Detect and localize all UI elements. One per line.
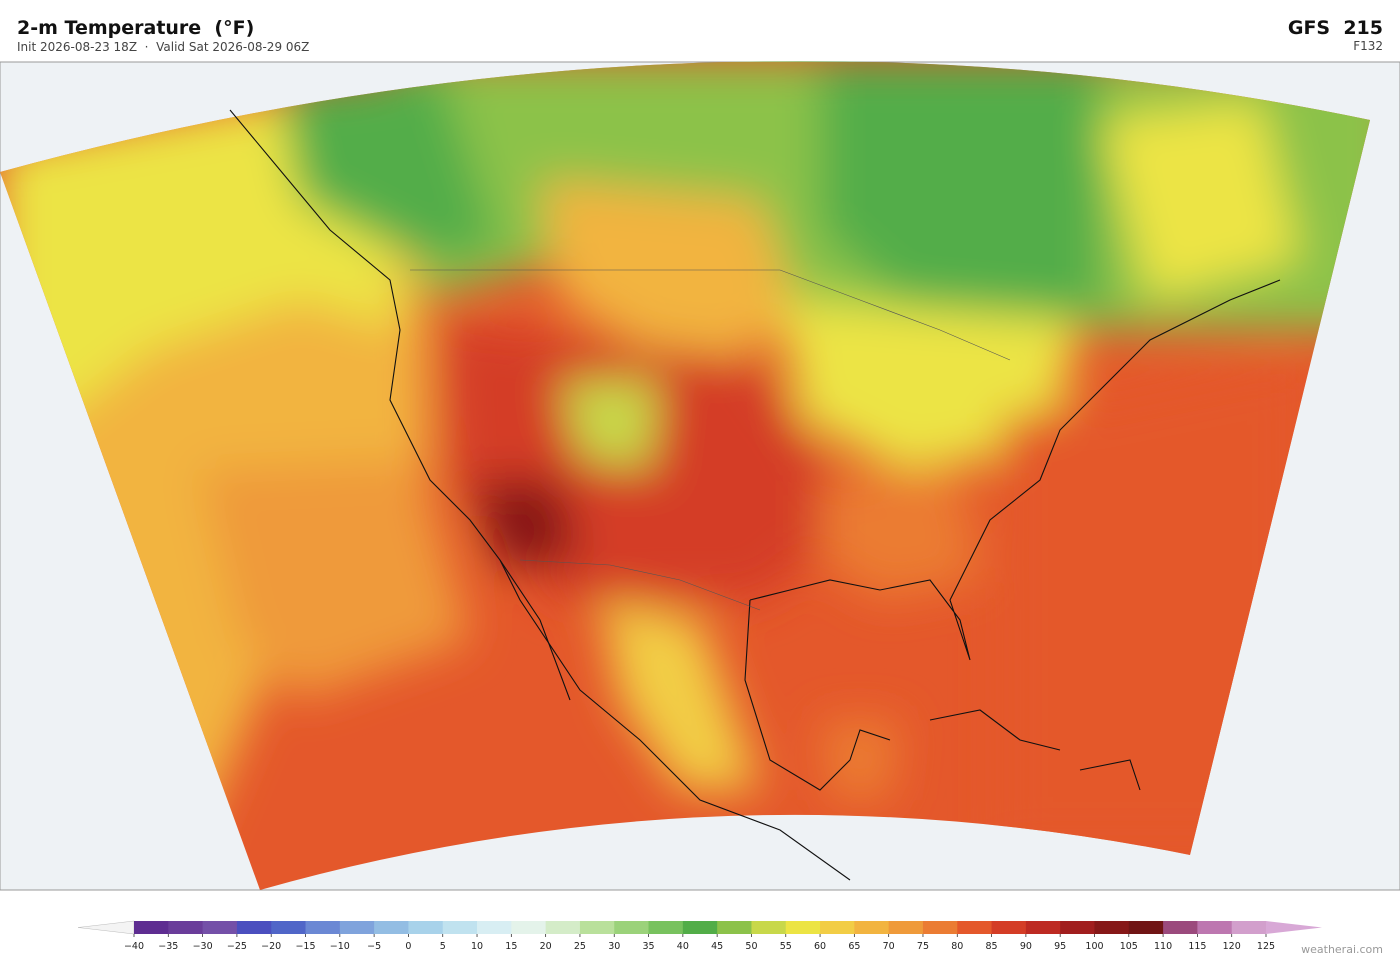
colorbar-tick-label: 25	[574, 941, 586, 952]
colorbar-swatch	[305, 921, 341, 934]
colorbar-swatch	[1094, 921, 1130, 934]
colorbar-over	[1266, 921, 1322, 934]
colorbar-tick-label: 120	[1223, 941, 1241, 952]
forecast-hour: F132	[1353, 39, 1383, 53]
colorbar-swatch	[477, 921, 512, 934]
colorbar-tick-label: 35	[642, 941, 654, 952]
colorbar-tick-label: 70	[883, 941, 895, 952]
colorbar-tick-label: −40	[124, 941, 144, 952]
colorbar-tick-label: 65	[848, 941, 860, 952]
colorbar-swatch	[785, 921, 821, 934]
colorbar-swatch	[648, 921, 684, 934]
colorbar-swatch	[374, 921, 409, 934]
colorbar-swatch	[1025, 921, 1061, 934]
colorbar-swatch	[408, 921, 444, 934]
colorbar-tick-label: 125	[1257, 941, 1275, 952]
colorbar-swatch	[442, 921, 478, 934]
colorbar-tick-label: 10	[471, 941, 483, 952]
colorbar-tick-label: 45	[711, 941, 723, 952]
colorbar-swatch	[922, 921, 958, 934]
colorbar-under	[77, 920, 135, 935]
borders	[410, 269, 1011, 611]
colorbar-tick-label: 60	[814, 941, 826, 952]
colorbar-tick-label: −25	[227, 941, 247, 952]
colorbar-swatch	[168, 921, 204, 934]
colorbar-tick-label: 80	[951, 941, 963, 952]
colorbar-swatch	[202, 921, 238, 934]
colorbar-tick-label: 95	[1054, 941, 1066, 952]
colorbar-swatch	[854, 921, 890, 934]
colorbar-tick-label: 85	[986, 941, 998, 952]
credit: weatherai.com	[1301, 943, 1383, 956]
colorbar-swatch	[134, 921, 169, 934]
colorbar-swatch	[1128, 921, 1164, 934]
coastlines	[229, 109, 1281, 881]
colorbar-swatch	[1231, 921, 1267, 934]
colorbar-swatch	[614, 921, 650, 934]
colorbar-swatch	[339, 921, 375, 934]
colorbar-swatch	[717, 921, 752, 934]
colorbar-tick-label: −30	[193, 941, 213, 952]
colorbar-swatch	[545, 921, 581, 934]
colorbar-swatch	[751, 921, 787, 934]
colorbar: −40 −35 −30 −25 −20 −15 −10 −5 0 5 10 15 20 25 30 35 40 4…	[77, 920, 1322, 952]
colorbar-tick-label: 40	[677, 941, 689, 952]
colorbar-swatch	[236, 921, 272, 934]
colorbar-swatch	[1060, 921, 1095, 934]
colorbar-swatch	[991, 921, 1027, 934]
colorbar-swatch	[1197, 921, 1233, 934]
colorbar-tick-label: 30	[608, 941, 620, 952]
colorbar-tick-label: 115	[1188, 941, 1206, 952]
colorbar-swatch	[511, 921, 547, 934]
colorbar-swatch	[579, 921, 615, 934]
colorbar-tick-label: 75	[917, 941, 929, 952]
colorbar-swatch	[271, 921, 307, 934]
colorbar-swatch	[957, 921, 993, 934]
colorbar-tick-label: 15	[505, 941, 517, 952]
colorbar-tick-label: 110	[1154, 941, 1172, 952]
colorbar-tick-label: −15	[295, 941, 315, 952]
colorbar-tick-label: 55	[780, 941, 792, 952]
colorbar-tick-label: 50	[745, 941, 757, 952]
colorbar-tick-label: −5	[367, 941, 381, 952]
colorbar-swatch	[888, 921, 924, 934]
colorbar-swatch	[682, 921, 718, 934]
colorbar-tick-label: −10	[330, 941, 350, 952]
colorbar-tick-label: −20	[261, 941, 281, 952]
colorbar-tick-label: 5	[440, 941, 446, 952]
colorbar-tick-label: 0	[405, 941, 411, 952]
colorbar-swatch	[1163, 921, 1198, 934]
subtitle: Init 2026-08-23 18Z · Valid Sat 2026-08-…	[17, 40, 309, 54]
colorbar-tick-label: 100	[1085, 941, 1103, 952]
colorbar-tick-label: −35	[158, 941, 178, 952]
title: 2-m Temperature (°F)	[17, 17, 254, 39]
colorbar-tick-label: 20	[540, 941, 552, 952]
temperature-field	[0, 60, 1370, 890]
colorbar-swatch	[820, 921, 855, 934]
model-label: GFS 215	[1288, 17, 1383, 39]
colorbar-tick-label: 90	[1020, 941, 1032, 952]
colorbar-tick-label: 105	[1120, 941, 1138, 952]
